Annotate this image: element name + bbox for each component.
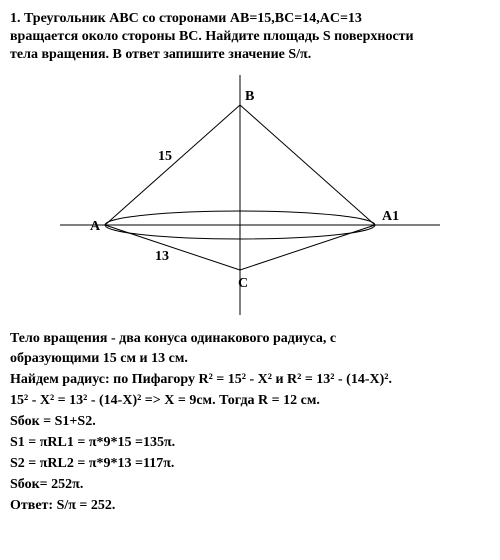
solution-line-9: Ответ: S/π = 252. [10,497,490,516]
solution-line-2: образующими 15 см и 13 см. [10,350,490,369]
solution-line-3: Найдем радиус: по Пифагору R² = 15² - X²… [10,371,490,390]
problem-line-1: 1. Треугольник ABC со сторонами AB=15,BC… [10,11,362,26]
edge-BA1 [240,105,375,225]
solution-line-6: S1 = πRL1 = π*9*15 =135π. [10,434,490,453]
label-A1: A1 [382,209,399,224]
label-C: C [238,276,248,291]
solution-line-4: 15² - X² = 13² - (14-X)² => X = 9см. Тог… [10,392,490,411]
edge-CA [105,225,240,270]
solution-line-5: Sбок = S1+S2. [10,413,490,432]
solution-line-8: Sбок= 252π. [10,476,490,495]
problem-line-3: тела вращения. В ответ запишите значение… [10,47,311,62]
label-A: A [90,219,101,234]
solution-line-7: S2 = πRL2 = π*9*13 =117π. [10,455,490,474]
geometry-diagram: B A A1 C 15 13 [60,75,440,315]
label-13: 13 [155,249,169,264]
problem-line-2: вращается около стороны BC. Найдите площ… [10,29,414,44]
solution-block: Тело вращения - два конуса одинакового р… [10,330,490,516]
edge-CA1 [240,225,375,270]
solution-line-1: Тело вращения - два конуса одинакового р… [10,330,490,349]
edge-BA [105,105,240,225]
label-B: B [245,89,254,104]
problem-statement: 1. Треугольник ABC со сторонами AB=15,BC… [10,10,490,65]
label-15: 15 [158,149,172,164]
